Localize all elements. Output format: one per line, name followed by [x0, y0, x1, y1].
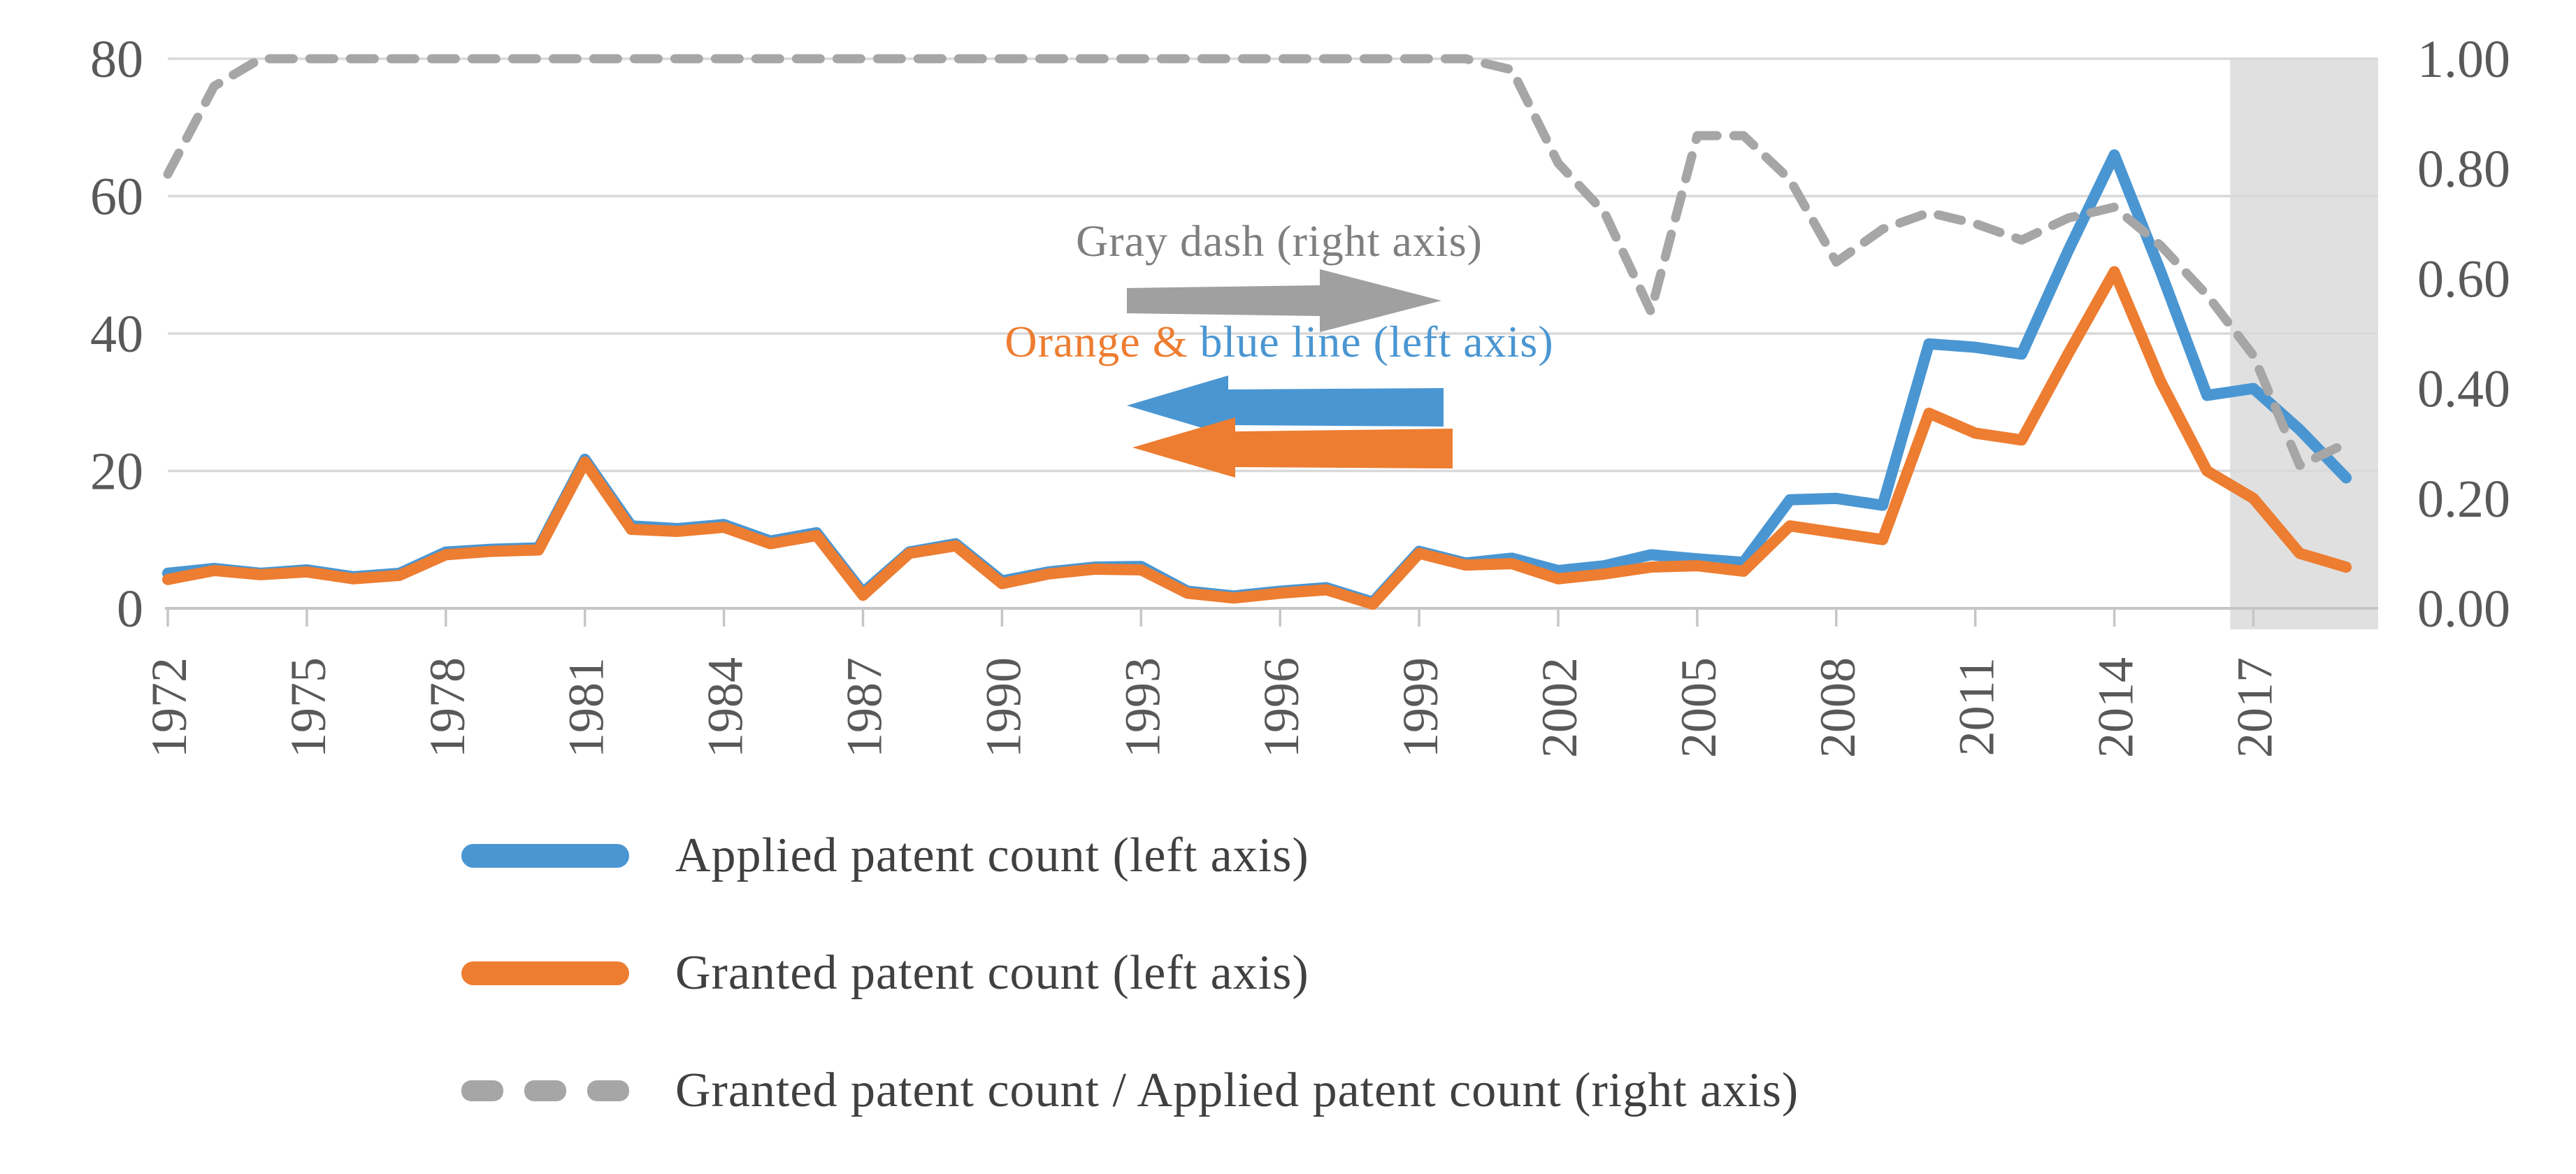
right-axis-tick-label: 0.80	[2417, 140, 2510, 199]
x-axis-tick-label: 1999	[1393, 657, 1448, 758]
right-axis-tick-label: 0.60	[2417, 250, 2510, 308]
left-axis-tick-label: 80	[90, 30, 143, 89]
left-axis-tick-label: 20	[90, 443, 143, 501]
annotation-orange-blue: Orange & blue line (left axis)	[930, 316, 1629, 368]
left-axis-tick-label: 60	[90, 168, 143, 227]
x-axis-tick-label: 1987	[837, 657, 893, 758]
x-axis-tick-label: 2014	[2088, 657, 2144, 758]
right-axis-tick-label: 1.00	[2417, 30, 2510, 89]
annotation-gray-dash-text: Gray dash (right axis)	[1076, 216, 1483, 266]
right-axis-tick-label: 0.40	[2417, 360, 2510, 419]
legend-swatch-granted	[461, 961, 629, 985]
chart-legend: Applied patent count (left axis) Granted…	[461, 817, 1799, 1130]
annotation-orange-text: Orange &	[1005, 317, 1188, 366]
x-axis-tick-label: 1996	[1253, 657, 1309, 758]
orange-arrow-left	[1132, 417, 1453, 478]
x-axis-tick-label: 2011	[1949, 657, 2005, 756]
legend-swatch-ratio-dash	[461, 1080, 629, 1101]
annotation-gray-dash: Gray dash (right axis)	[979, 215, 1580, 267]
legend-item-granted: Granted patent count (left axis)	[461, 934, 1799, 1012]
right-axis-tick-label: 0.20	[2417, 470, 2510, 529]
x-axis-tick-label: 1990	[975, 657, 1031, 758]
x-axis-tick-label: 1975	[280, 657, 336, 758]
highlight-region	[2230, 59, 2378, 629]
series-ratio	[163, 54, 2351, 471]
x-axis-tick-label: 1981	[559, 657, 614, 758]
x-axis-tick-label: 1993	[1114, 657, 1170, 758]
legend-label-granted: Granted patent count (left axis)	[675, 946, 1309, 1000]
left-axis-tick-label: 40	[90, 305, 143, 364]
x-axis-tick-label: 1978	[419, 657, 475, 758]
legend-label-ratio: Granted patent count / Applied patent co…	[675, 1064, 1799, 1117]
blue-arrow-left	[1127, 375, 1444, 436]
x-axis-tick-label: 1972	[141, 657, 197, 758]
x-axis-tick-label: 1984	[698, 657, 754, 758]
x-axis-tick-label: 2008	[1810, 657, 1866, 758]
left-axis-tick-label: 0	[117, 580, 143, 638]
legend-item-ratio: Granted patent count / Applied patent co…	[461, 1052, 1799, 1130]
x-axis-tick-label: 2017	[2227, 657, 2283, 758]
legend-swatch-applied	[461, 844, 629, 868]
x-axis-tick-label: 2002	[1532, 657, 1588, 758]
right-axis-tick-label: 0.00	[2417, 580, 2510, 638]
legend-item-applied: Applied patent count (left axis)	[461, 817, 1799, 895]
series-granted	[162, 266, 2352, 610]
x-axis-tick-label: 2005	[1671, 657, 1727, 758]
legend-label-applied: Applied patent count (left axis)	[675, 829, 1309, 882]
annotation-blue-text: blue line (left axis)	[1188, 317, 1554, 366]
gray-arrow-right	[1127, 269, 1441, 332]
